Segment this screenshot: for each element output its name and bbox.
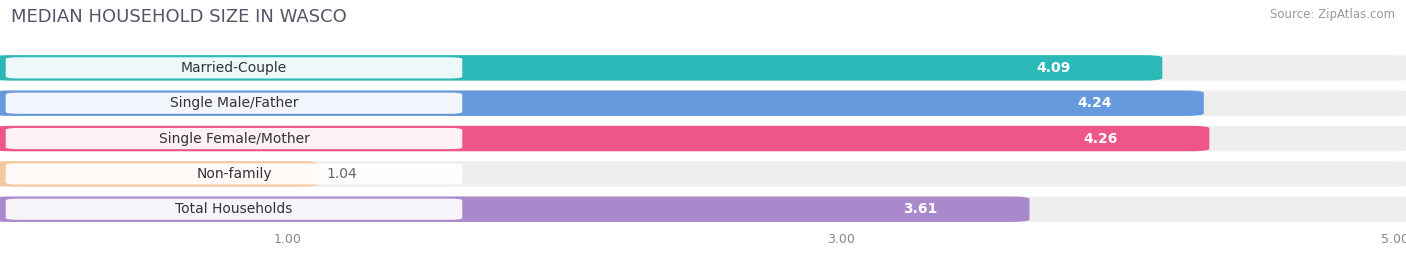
Text: Total Households: Total Households <box>176 202 292 216</box>
Text: Non-family: Non-family <box>197 167 271 181</box>
Text: 3.61: 3.61 <box>903 202 938 216</box>
FancyBboxPatch shape <box>6 163 463 185</box>
Text: MEDIAN HOUSEHOLD SIZE IN WASCO: MEDIAN HOUSEHOLD SIZE IN WASCO <box>11 8 347 26</box>
FancyBboxPatch shape <box>0 126 1406 151</box>
FancyBboxPatch shape <box>6 128 463 149</box>
FancyBboxPatch shape <box>0 161 318 187</box>
FancyBboxPatch shape <box>6 93 463 114</box>
FancyBboxPatch shape <box>6 199 463 220</box>
Text: 4.09: 4.09 <box>1036 61 1070 75</box>
Text: Single Male/Father: Single Male/Father <box>170 96 298 110</box>
Text: Source: ZipAtlas.com: Source: ZipAtlas.com <box>1270 8 1395 21</box>
Text: 4.24: 4.24 <box>1077 96 1112 110</box>
FancyBboxPatch shape <box>831 199 1010 220</box>
Text: Married-Couple: Married-Couple <box>181 61 287 75</box>
FancyBboxPatch shape <box>0 161 1406 187</box>
Text: 1.04: 1.04 <box>326 167 357 181</box>
FancyBboxPatch shape <box>0 55 1163 81</box>
Text: Single Female/Mother: Single Female/Mother <box>159 132 309 146</box>
FancyBboxPatch shape <box>6 57 463 79</box>
FancyBboxPatch shape <box>0 90 1406 116</box>
FancyBboxPatch shape <box>0 126 1209 151</box>
Text: 4.26: 4.26 <box>1083 132 1118 146</box>
FancyBboxPatch shape <box>0 90 1204 116</box>
FancyBboxPatch shape <box>1005 93 1184 114</box>
FancyBboxPatch shape <box>0 196 1406 222</box>
FancyBboxPatch shape <box>0 55 1406 81</box>
FancyBboxPatch shape <box>963 57 1143 79</box>
FancyBboxPatch shape <box>1010 128 1189 149</box>
FancyBboxPatch shape <box>0 196 1029 222</box>
